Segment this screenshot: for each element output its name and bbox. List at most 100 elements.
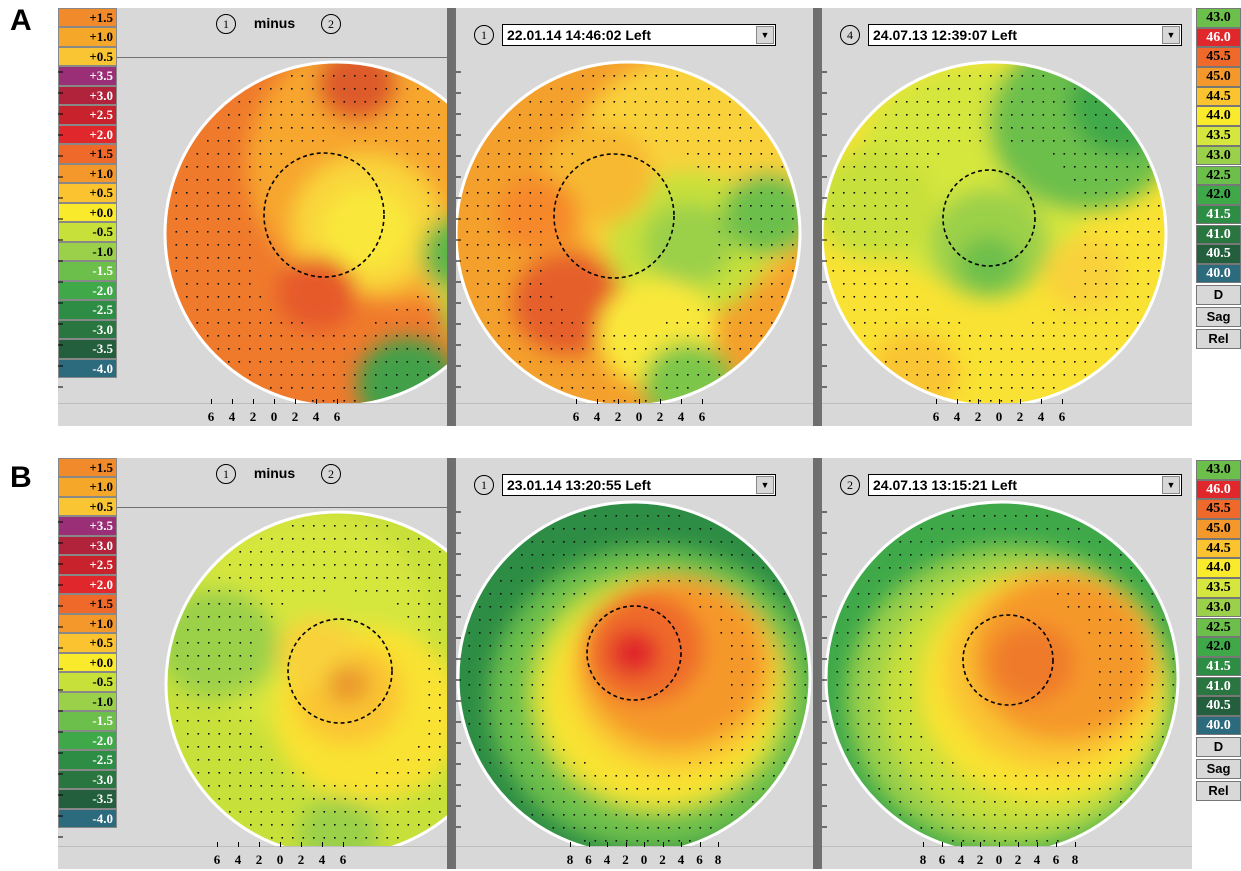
legend-item: +0.5	[58, 496, 117, 517]
curvature-topography-map[interactable]	[456, 458, 816, 869]
axis-tick-mark	[618, 399, 619, 404]
axis-tick-label: 6	[938, 852, 946, 867]
pupil-outline	[553, 153, 675, 279]
legend-item: +3.0	[58, 535, 117, 556]
map-mode-button-sag[interactable]: Sag	[1196, 759, 1241, 780]
legend-item: +1.0	[58, 613, 117, 634]
legend-item: +0.5	[58, 183, 117, 203]
difference-map-panel: +1.5 +1.0 +0.5 +3.5 +3.0 +2.5 +2.0 +1.5 +1.0 +0.5…	[58, 8, 450, 426]
axis-tick-label: 2	[656, 409, 664, 424]
axis-tick-mark	[1056, 842, 1057, 847]
axis-tick-label: 8	[919, 852, 927, 867]
difference-legend: +1.5 +1.0 +0.5 +3.5 +3.0 +2.5 +2.0 +1.5 +1.0 +0.5…	[58, 8, 117, 379]
difference-topography-map[interactable]	[58, 8, 447, 426]
exam-dropdown[interactable]: 23.01.14 13:20:55 Left ▼	[502, 474, 776, 496]
axis-tick-mark	[936, 399, 937, 404]
curvature-topography-map[interactable]	[456, 8, 816, 426]
scale-item: 43.0	[1196, 460, 1241, 480]
axis-tick-mark	[978, 399, 979, 404]
pupil-outline	[586, 605, 682, 701]
map-mode-button-rel[interactable]: Rel	[1196, 781, 1241, 802]
exam-marker: 2	[840, 475, 860, 495]
legend-item: -2.5	[58, 300, 117, 320]
legend-item: -3.0	[58, 769, 117, 790]
axis-tick-mark	[718, 842, 719, 847]
legend-item: +1.5	[58, 594, 117, 614]
axis-tick-label: 4	[677, 409, 685, 424]
scale-item: 41.0	[1196, 224, 1241, 245]
scale-item: 44.5	[1196, 86, 1241, 107]
axis-tick-mark	[322, 842, 323, 847]
exam-dropdown[interactable]: 22.01.14 14:46:02 Left ▼	[502, 24, 776, 46]
axis-tick-mark	[238, 842, 239, 847]
scale-item: 42.0	[1196, 185, 1241, 205]
axis-tick-mark	[1075, 842, 1076, 847]
legend-item: +1.0	[58, 27, 117, 47]
axis-tick-label: 8	[1071, 852, 1079, 867]
legend-item: +0.0	[58, 652, 117, 673]
axis-tick-mark	[337, 399, 338, 404]
exam-dropdown[interactable]: 24.07.13 12:39:07 Left ▼	[868, 24, 1182, 46]
axis-tick-label: 4	[312, 409, 320, 424]
legend-item: +0.5	[58, 46, 117, 67]
dropdown-arrow-icon[interactable]: ▼	[1162, 26, 1180, 44]
exam-selector-1[interactable]: 1 22.01.14 14:46:02 Left ▼	[474, 22, 776, 48]
curvature-topography-map[interactable]	[822, 458, 1192, 869]
dropdown-arrow-icon[interactable]: ▼	[756, 26, 774, 44]
dropdown-arrow-icon[interactable]: ▼	[1162, 476, 1180, 494]
axis-tick-mark	[625, 842, 627, 847]
map-mode-button-sag[interactable]: Sag	[1196, 307, 1241, 328]
legend-item: +2.5	[58, 555, 117, 575]
map-surface	[166, 512, 447, 856]
exam-selector-1[interactable]: 1 23.01.14 13:20:55 Left ▼	[474, 472, 776, 498]
legend-item: -1.5	[58, 711, 117, 731]
axis-tick-mark	[1020, 399, 1021, 404]
legend-item: -1.0	[58, 241, 117, 262]
map-surface	[458, 502, 810, 854]
axis-tick-mark	[232, 399, 233, 404]
curvature-topography-map[interactable]	[822, 8, 1192, 426]
difference-topography-map[interactable]	[58, 458, 447, 869]
axis-tick-label: 8	[714, 852, 722, 867]
exam-dropdown[interactable]: 24.07.13 13:15:21 Left ▼	[868, 474, 1182, 496]
axis-tick-mark	[942, 842, 943, 847]
axis-tick-mark	[1041, 399, 1042, 404]
panel-b: +1.5 +1.0 +0.5 +3.5 +3.0 +2.5 +2.0 +1.5 +1.0 +0.5…	[58, 458, 1241, 869]
axis-tick-label: 0	[270, 409, 278, 424]
map-mode-button-d[interactable]: D	[1196, 285, 1241, 306]
axis-tick-mark	[343, 842, 344, 847]
axis-tick-label: 6	[213, 852, 221, 867]
scale-item: 42.0	[1196, 637, 1241, 657]
axis-tick-mark	[980, 842, 981, 847]
scale-item: 41.0	[1196, 676, 1241, 697]
exam-date-label: 24.07.13 13:15:21 Left	[873, 477, 1017, 493]
exam-2-marker: 2	[321, 14, 342, 34]
axis-tick-mark	[699, 842, 701, 847]
scale-item: 45.5	[1196, 499, 1241, 519]
axis-tick-label: 6	[698, 409, 706, 424]
exam-marker: 1	[474, 475, 494, 495]
panel-label-b: B	[10, 461, 32, 494]
scale-item: 43.5	[1196, 578, 1241, 598]
axis-tick-mark	[295, 399, 296, 404]
axis-tick-mark	[999, 399, 1000, 404]
axis-tick-label: 2	[1014, 852, 1022, 867]
axis-tick-label: 6	[207, 409, 215, 424]
axis-tick-mark	[681, 399, 682, 404]
exam-selector-2[interactable]: 2 24.07.13 13:15:21 Left ▼	[840, 472, 1182, 498]
dropdown-arrow-icon[interactable]: ▼	[756, 476, 774, 494]
axis-tick-label: 4	[593, 409, 601, 424]
map-mode-button-rel[interactable]: Rel	[1196, 329, 1241, 350]
axis-tick-label: 6	[1052, 852, 1060, 867]
axis-tick-mark	[1018, 842, 1019, 847]
scale-item: 43.5	[1196, 126, 1241, 146]
map-mode-button-d[interactable]: D	[1196, 737, 1241, 758]
panel-separator	[447, 8, 453, 426]
scale-item: 43.0	[1196, 145, 1241, 166]
exam-selector-2[interactable]: 4 24.07.13 12:39:07 Left ▼	[840, 22, 1182, 48]
